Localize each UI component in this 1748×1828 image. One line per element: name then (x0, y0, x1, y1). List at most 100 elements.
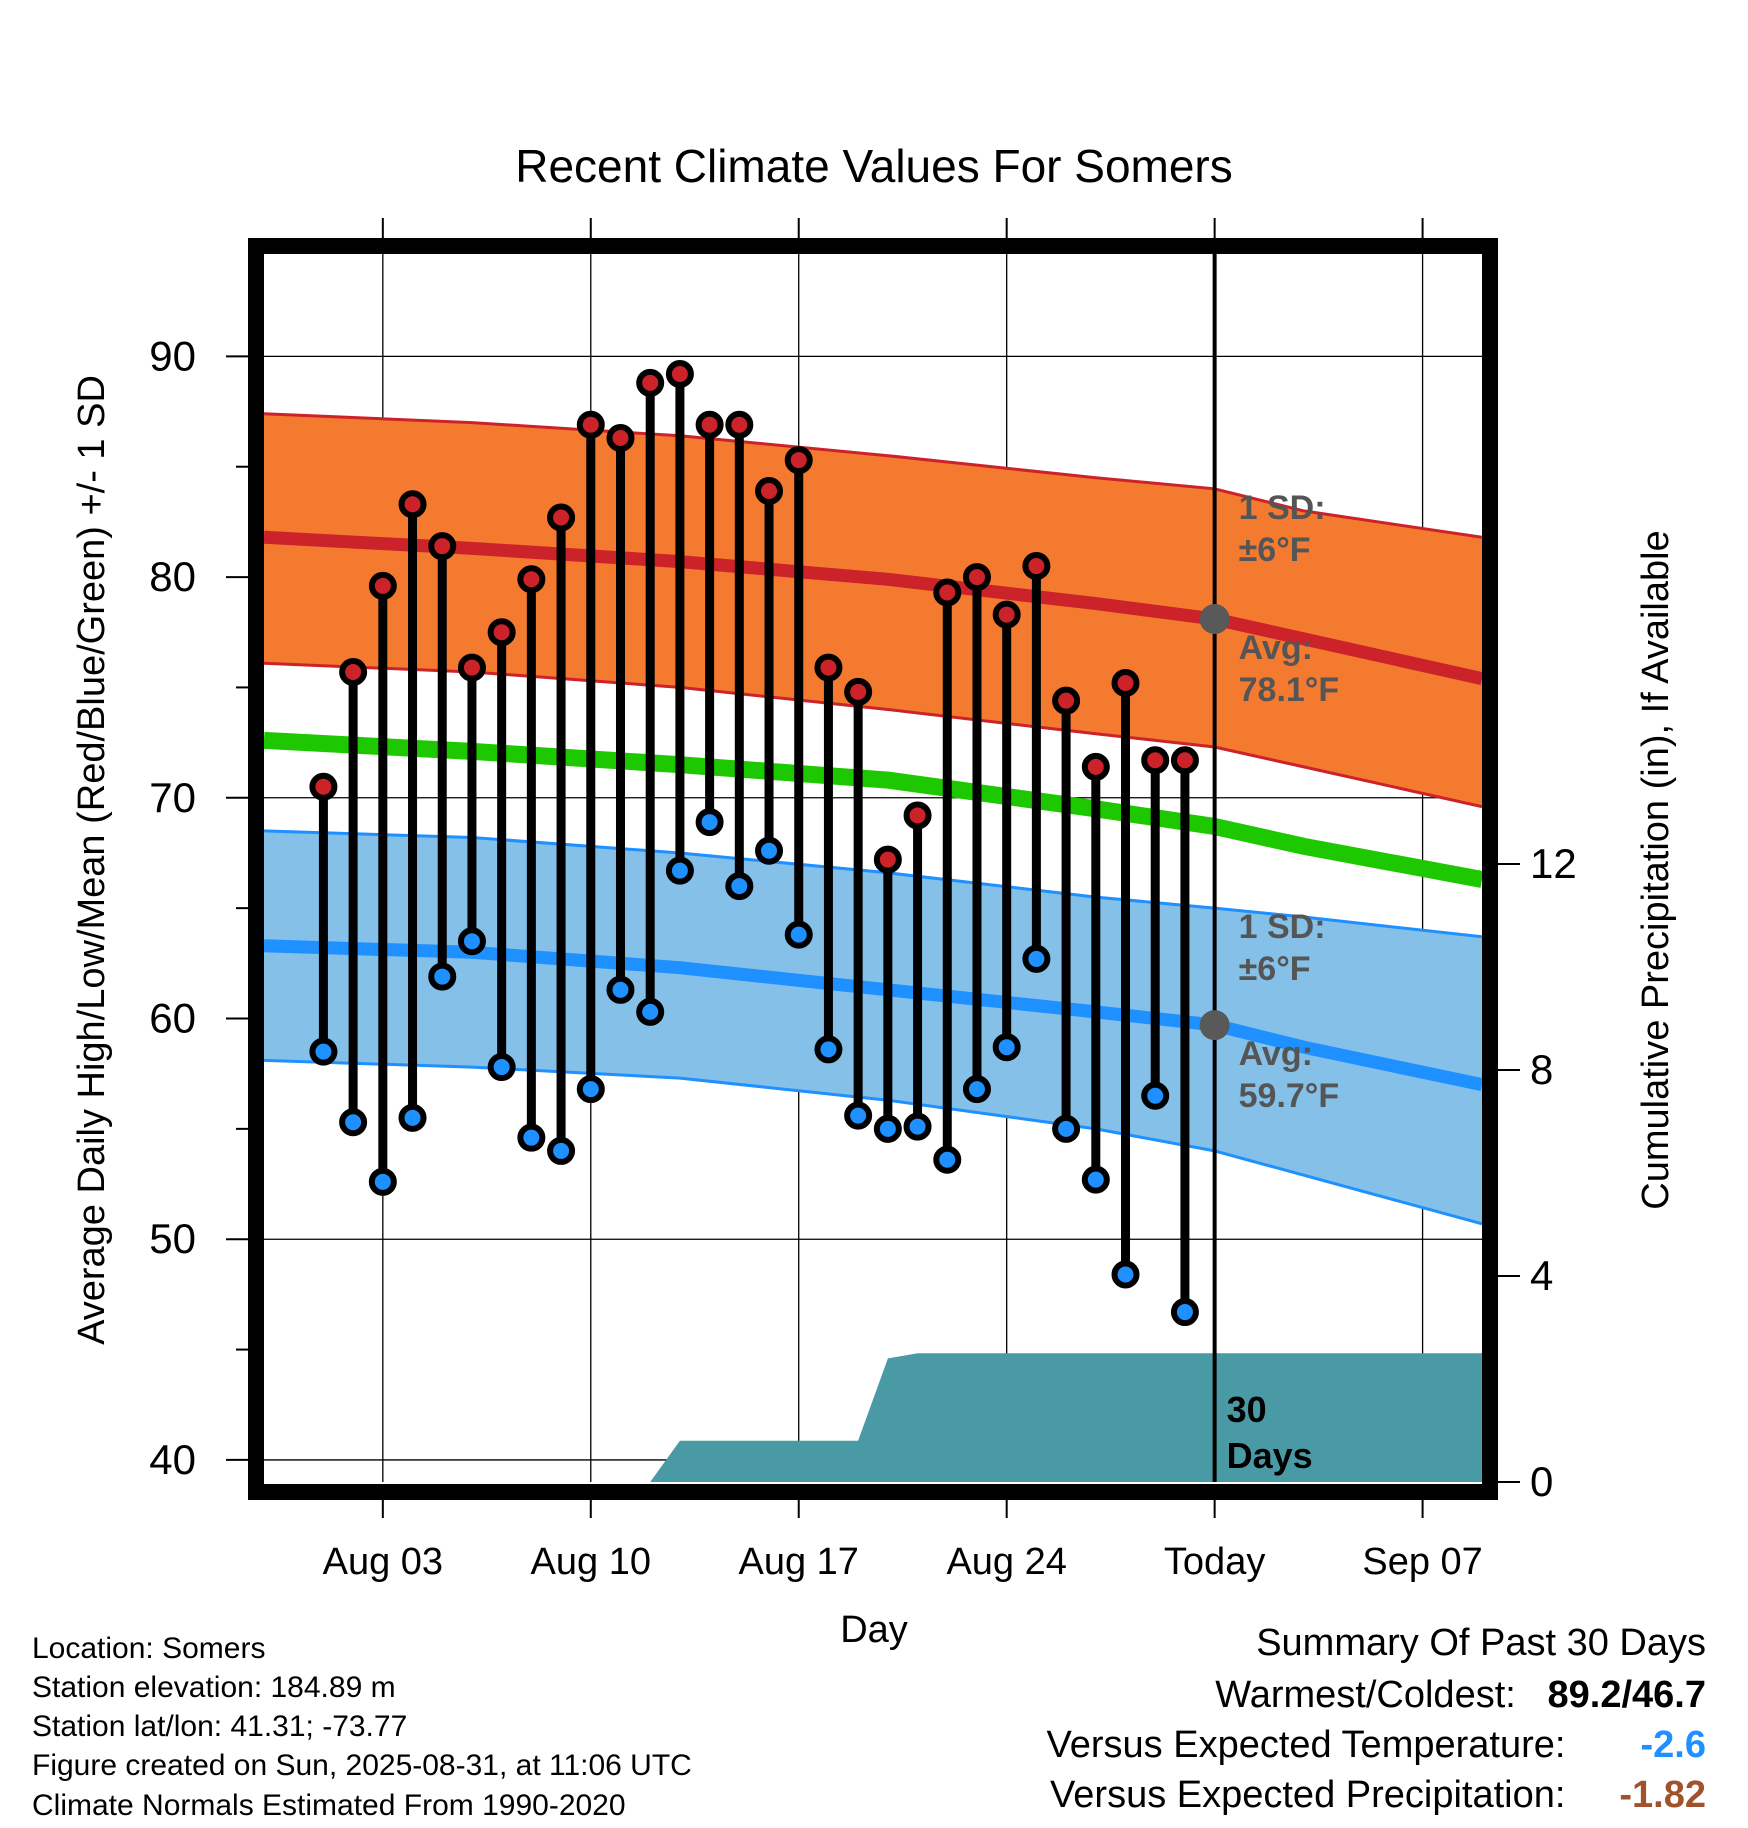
high-point-7 (487, 618, 516, 647)
low-point-19 (844, 1101, 873, 1130)
x-tick-label-2: Aug 17 (739, 1541, 859, 1583)
y2-axis-label: Cumulative Precipitation (in), If Availa… (1635, 530, 1677, 1209)
high-point-21 (903, 801, 932, 830)
low-point-2 (339, 1108, 368, 1137)
temp-label: Versus Expected Temperature: (1046, 1724, 1566, 1766)
precip-fill (650, 1353, 1482, 1482)
daily-range-bars (318, 374, 1190, 1313)
precipitation-area (650, 1353, 1482, 1482)
high-point-22 (933, 578, 962, 607)
high-point-26 (1052, 686, 1081, 715)
high-point-29 (1141, 746, 1170, 775)
low-point-22 (933, 1145, 962, 1174)
y-tick-label-3: 70 (149, 774, 196, 821)
high-point-23 (962, 563, 991, 592)
meta-created: Figure created on Sun, 2025-08-31, at 11… (32, 1749, 692, 1782)
x-tick-label-1: Aug 10 (531, 1541, 651, 1583)
precip-label: Versus Expected Precipitation: (1050, 1774, 1566, 1816)
today-high-avg-marker (1199, 604, 1230, 635)
low-point-30 (1170, 1298, 1199, 1327)
low-point-15 (725, 872, 754, 901)
y-tick-label-5: 90 (149, 332, 196, 379)
low-point-12 (636, 997, 665, 1026)
high-point-28 (1111, 669, 1140, 698)
low-point-7 (487, 1053, 516, 1082)
low-point-13 (665, 856, 694, 885)
meta-elevation: Station elevation: 184.89 m (32, 1671, 396, 1704)
low-normal-line (264, 939, 1482, 1092)
summary-precip: Versus Expected Precipitation: -1.82 (1050, 1774, 1706, 1817)
window-count-label: 30 (1227, 1389, 1267, 1430)
x-tick-label-3: Aug 24 (946, 1541, 1066, 1583)
low-point-24 (992, 1033, 1021, 1062)
y-axis-label: Average Daily High/Low/Mean (Red/Blue/Gr… (71, 375, 113, 1345)
summary-temp: Versus Expected Temperature: -2.6 (1047, 1724, 1706, 1767)
y-tick-label-2: 60 (149, 995, 196, 1042)
low-point-16 (755, 836, 784, 865)
plot-frame (248, 238, 1498, 1500)
temp-value: -2.6 (1640, 1724, 1706, 1766)
low-point-11 (606, 975, 635, 1004)
high-point-9 (547, 503, 576, 532)
high-point-17 (784, 446, 813, 475)
x-tick-label-0: Aug 03 (323, 1541, 443, 1583)
chart-title: Recent Climate Values For Somers (515, 140, 1233, 192)
low-sd-band (264, 830, 1482, 1224)
low-point-27 (1081, 1165, 1110, 1194)
summary-warm-cold: Warmest/Coldest: 89.2/46.7 (1215, 1674, 1706, 1717)
high-sd-upper-line (264, 412, 1482, 539)
low-point-3 (368, 1167, 397, 1196)
meta-normals: Climate Normals Estimated From 1990-2020 (32, 1789, 626, 1822)
high-point-14 (695, 410, 724, 439)
low-point-21 (903, 1112, 932, 1141)
high-point-11 (606, 424, 635, 453)
high-point-25 (1022, 552, 1051, 581)
y2-tick-label-3: 12 (1530, 840, 1577, 887)
low-point-17 (784, 920, 813, 949)
high-point-18 (814, 653, 843, 682)
low-point-29 (1141, 1081, 1170, 1110)
high-point-1 (309, 772, 338, 801)
low-point-4 (398, 1103, 427, 1132)
high-point-16 (755, 476, 784, 505)
low-point-20 (873, 1114, 902, 1143)
high-point-3 (368, 571, 397, 600)
y2-tick-label-0: 0 (1530, 1458, 1553, 1505)
today-low-avg-marker (1199, 1010, 1230, 1041)
high-sd-value: ±6°F (1239, 531, 1311, 569)
meta-location: Location: Somers (32, 1632, 266, 1665)
high-point-10 (576, 410, 605, 439)
summary-title: Summary Of Past 30 Days (1256, 1622, 1706, 1664)
x-tick-label-5: Sep 07 (1362, 1541, 1482, 1583)
y2-tick-label-1: 4 (1530, 1252, 1553, 1299)
axes: 40 50 60 70 80 90 0 4 8 12 Aug 03 Aug 10 Aug 17 Aug 2… (149, 218, 1577, 1583)
daily-points (309, 360, 1199, 1327)
high-point-5 (428, 532, 457, 561)
mean-normal-line (264, 731, 1482, 888)
low-point-28 (1111, 1260, 1140, 1289)
high-point-24 (992, 600, 1021, 629)
meta-latlon: Station lat/lon: 41.31; -73.77 (32, 1710, 408, 1743)
x-tick-label-4: Today (1164, 1541, 1265, 1583)
low-point-6 (457, 927, 486, 956)
high-point-13 (665, 360, 694, 389)
high-point-8 (517, 565, 546, 594)
low-avg-value: 59.7°F (1239, 1077, 1340, 1115)
high-point-20 (873, 845, 902, 874)
y2-tick-label-2: 8 (1530, 1046, 1553, 1093)
low-point-18 (814, 1035, 843, 1064)
warm-cold-value: 89.2/46.7 (1547, 1674, 1706, 1716)
high-avg-value: 78.1°F (1239, 671, 1340, 709)
high-point-6 (457, 653, 486, 682)
low-point-14 (695, 808, 724, 837)
low-avg-label: Avg: (1239, 1035, 1313, 1073)
high-sd-lower-line (264, 661, 1482, 809)
high-normal-line (264, 530, 1482, 685)
high-point-27 (1081, 752, 1110, 781)
annotations: 1 SD: ±6°F Avg: 78.1°F 1 SD: ±6°F Avg: 59.7°F 30… (1199, 489, 1340, 1476)
high-point-2 (339, 657, 368, 686)
high-point-12 (636, 368, 665, 397)
low-point-5 (428, 962, 457, 991)
low-point-26 (1052, 1114, 1081, 1143)
y-tick-label-1: 50 (149, 1215, 196, 1262)
